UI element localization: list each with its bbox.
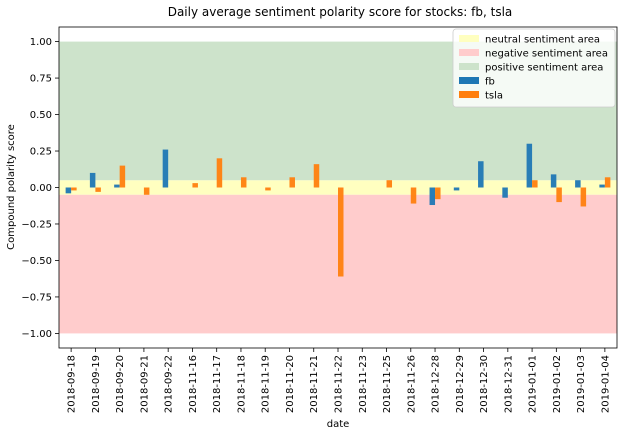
x-tick-label: 2018-11-17 <box>212 355 223 413</box>
x-tick-label: 2018-11-19 <box>261 355 272 413</box>
bar-fb-2018-09-22 <box>162 149 169 188</box>
y-tick-label: −1.00 <box>21 329 52 340</box>
legend-swatch-negative-sentiment-area <box>459 49 479 56</box>
bar-tsla-2018-11-21 <box>313 164 320 188</box>
bar-fb-2018-09-20 <box>114 184 120 188</box>
x-tick-label: 2018-12-29 <box>455 355 466 413</box>
bar-fb-2018-12-29 <box>453 187 460 191</box>
bar-fb-2018-09-19 <box>89 172 96 188</box>
bar-tsla-2018-11-19 <box>265 187 271 191</box>
x-tick-label: 2018-11-23 <box>358 355 369 413</box>
bar-series <box>65 143 611 277</box>
x-tick-label: 2018-11-16 <box>188 355 199 413</box>
bar-tsla-2018-11-22 <box>338 187 344 277</box>
x-tick-label: 2018-12-28 <box>431 355 442 413</box>
y-tick-label: −0.50 <box>21 256 52 267</box>
x-tick-label: 2018-11-22 <box>334 355 345 413</box>
x-tick-label: 2018-11-18 <box>236 355 247 413</box>
legend-label: fb <box>485 77 495 88</box>
bar-tsla-2018-11-16 <box>192 183 198 188</box>
y-tick-label: 0.50 <box>30 110 52 121</box>
bar-fb-2018-12-30 <box>478 161 484 188</box>
bar-tsla-2019-01-04 <box>604 177 611 188</box>
y-tick-label: 0.75 <box>30 74 52 85</box>
y-tick-label: −0.25 <box>21 219 52 230</box>
bar-fb-2018-12-28 <box>429 187 436 206</box>
legend: neutral sentiment area negative sentiment… <box>452 28 616 108</box>
x-tick-label: 2018-09-19 <box>91 355 102 413</box>
y-tick-label: 0.00 <box>30 183 52 194</box>
legend-swatch-positive-sentiment-area <box>459 63 479 70</box>
y-axis-label: Compound polarity score <box>6 124 17 250</box>
x-tick-label: 2018-09-18 <box>67 355 78 413</box>
x-tick-label: 2018-09-20 <box>115 355 126 413</box>
x-axis: 2018-09-18 2018-09-19 2018-09-20 2018-09-21… <box>67 348 611 413</box>
legend-box <box>452 28 616 108</box>
bar-tsla-2018-11-20 <box>289 177 295 188</box>
y-tick-label: −0.75 <box>21 292 52 303</box>
x-tick-label: 2018-09-22 <box>164 355 175 413</box>
bar-tsla-2018-09-21 <box>143 187 150 195</box>
y-tick-label: 0.25 <box>30 147 52 158</box>
legend-swatch-neutral-sentiment-area <box>459 35 479 42</box>
bar-tsla-2018-09-19 <box>95 187 101 192</box>
x-tick-label: 2018-09-21 <box>139 355 150 413</box>
x-tick-label: 2019-01-04 <box>600 355 611 413</box>
bar-fb-2018-12-31 <box>502 187 508 198</box>
bar-tsla-2018-11-17 <box>216 158 223 188</box>
bar-fb-2019-01-01 <box>526 143 533 188</box>
x-tick-label: 2019-01-03 <box>576 355 587 413</box>
x-tick-label: 2018-11-25 <box>382 355 393 413</box>
bar-tsla-2018-09-18 <box>71 187 77 191</box>
bar-fb-2019-01-04 <box>599 184 605 188</box>
legend-label: neutral sentiment area <box>485 35 600 46</box>
x-axis-label: date <box>327 419 350 430</box>
bar-tsla-2019-01-01 <box>532 180 538 188</box>
bar-fb-2019-01-02 <box>550 174 557 188</box>
chart-title: Daily average sentiment polarity score f… <box>168 5 513 19</box>
x-tick-label: 2018-11-20 <box>285 355 296 413</box>
bar-tsla-2018-09-20 <box>119 165 126 188</box>
x-tick-label: 2019-01-02 <box>552 355 563 413</box>
x-tick-label: 2019-01-01 <box>528 355 539 413</box>
y-axis: 1.00 0.75 0.50 0.25 0.00 −0.25 −0.50 −0.75 −1.00 <box>21 37 59 340</box>
legend-swatch-fb <box>459 77 479 84</box>
bar-tsla-2018-12-28 <box>435 187 441 200</box>
bar-tsla-2019-01-02 <box>556 187 562 203</box>
legend-label: negative sentiment area <box>485 49 608 60</box>
x-tick-label: 2018-11-21 <box>309 355 320 413</box>
y-tick-label: 1.00 <box>30 37 52 48</box>
legend-label: positive sentiment area <box>485 63 603 74</box>
legend-swatch-tsla <box>459 91 479 98</box>
bar-fb-2018-09-18 <box>65 187 72 194</box>
bar-fb-2019-01-03 <box>575 180 581 188</box>
x-tick-label: 2018-12-30 <box>479 355 490 413</box>
legend-label: tsla <box>485 91 503 102</box>
bar-tsla-2018-11-26 <box>410 187 417 204</box>
x-tick-label: 2018-11-26 <box>406 355 417 413</box>
bar-tsla-2018-11-18 <box>240 177 247 188</box>
bar-tsla-2018-11-25 <box>386 180 393 188</box>
bar-tsla-2019-01-03 <box>580 187 587 207</box>
x-tick-label: 2018-12-31 <box>503 355 514 413</box>
